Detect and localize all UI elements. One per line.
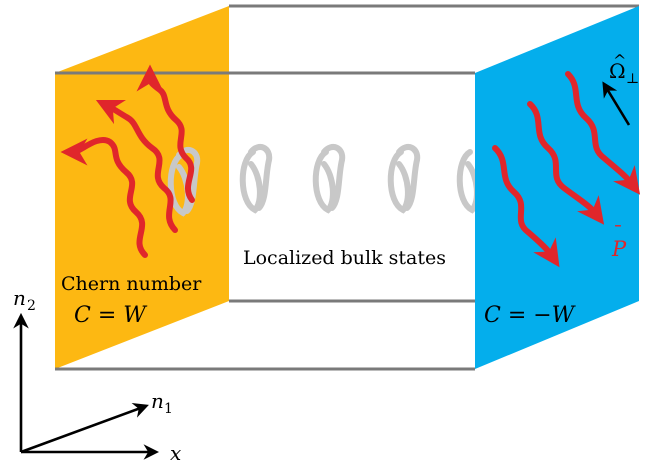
bulk-coil-3 <box>312 143 346 214</box>
left-surface-arrows <box>60 64 195 258</box>
bulk-coils <box>167 143 480 217</box>
p-bar-overline: ¯ <box>613 221 623 245</box>
front-edges <box>55 71 475 371</box>
coordinate-axes <box>13 312 160 460</box>
bulk-coil-4 <box>387 143 421 214</box>
p-bar-label: ¯ P <box>611 221 627 261</box>
p-symbol: P <box>611 237 627 261</box>
bulk-states-label: Localized bulk states <box>243 247 446 269</box>
omega-subscript: ⊥ <box>626 71 639 87</box>
svg-text:1: 1 <box>164 401 173 417</box>
red-arrow-left-1 <box>60 137 148 258</box>
red-arrow-left-3 <box>136 64 195 203</box>
bulk-coil-2 <box>239 143 273 214</box>
left-chern-value: C = W <box>74 303 148 328</box>
red-arrow-left-2 <box>95 99 178 233</box>
svg-text:2: 2 <box>27 298 36 314</box>
axis-n1-label: n 1 <box>151 389 173 417</box>
right-surface-arrows <box>492 71 641 268</box>
right-chern-value: C = −W <box>484 303 577 328</box>
omega-symbol: Ω <box>609 59 626 83</box>
chern-number-label: Chern number <box>61 273 202 295</box>
left-surface-face <box>55 6 229 369</box>
omega-perp-arrow <box>602 81 631 126</box>
svg-text:n: n <box>13 286 26 310</box>
svg-text:n: n <box>151 389 164 413</box>
axis-n1-arrow <box>20 402 149 454</box>
red-arrow-right-3 <box>565 71 641 195</box>
omega-perp-label: ^ Ω ⊥ <box>609 51 639 87</box>
omega-hat: ^ <box>613 51 626 70</box>
red-arrow-right-2 <box>527 101 605 225</box>
axis-n2-label: n 2 <box>13 286 36 314</box>
right-surface-face <box>475 6 639 369</box>
red-arrow-right-1 <box>492 145 560 268</box>
axis-x-label: x <box>170 441 181 464</box>
back-edges <box>229 4 639 303</box>
bulk-coil-5 <box>456 149 480 214</box>
